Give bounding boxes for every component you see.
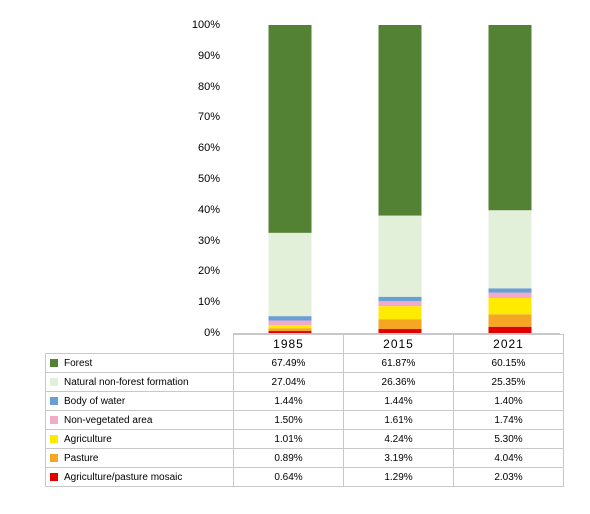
legend-swatch	[50, 358, 58, 367]
plot-area	[233, 25, 560, 334]
data-label: 5.30%	[453, 429, 564, 449]
bar-segment	[488, 314, 532, 327]
bar-segment	[268, 331, 312, 333]
y-tick-label: 50%	[197, 173, 220, 185]
x-tick-label: 2021	[453, 334, 564, 354]
table-row: Agriculture/pasture mosaic 0.64% 1.29% 2.03…	[45, 467, 564, 487]
data-label: 1.44%	[233, 391, 344, 411]
table-row: Non-vegetated area 1.50% 1.61% 1.74%	[45, 410, 564, 430]
legend-label: Agriculture/pasture mosaic	[64, 471, 183, 483]
data-label: 4.04%	[453, 448, 564, 468]
table-row: Body of water 1.44% 1.44% 1.40%	[45, 391, 564, 411]
legend-swatch	[50, 472, 58, 481]
x-tick-label: 2015	[343, 334, 454, 354]
data-label: 26.36%	[343, 372, 454, 392]
table-row: Agriculture 1.01% 4.24% 5.30%	[45, 429, 564, 449]
data-table: 1985 2015 2021 Forest 67.49% 61.87% 60.15% Natu…	[45, 334, 564, 487]
data-label: 1.44%	[343, 391, 454, 411]
y-tick-label: 60%	[197, 142, 220, 155]
data-label: 1.01%	[233, 429, 344, 449]
bar-segment	[378, 329, 422, 333]
table-corner-cell	[45, 334, 234, 354]
legend-swatch	[50, 377, 58, 386]
table-row: Pasture 0.89% 3.19% 4.04%	[45, 448, 564, 468]
data-label: 0.64%	[233, 467, 344, 487]
bar-segment	[268, 316, 312, 321]
data-label: 25.35%	[453, 372, 564, 392]
data-label: 27.04%	[233, 372, 344, 392]
bar-segment	[378, 215, 422, 297]
data-label: 1.74%	[453, 410, 564, 430]
data-label: 1.61%	[343, 410, 454, 430]
data-label: 3.19%	[343, 448, 454, 468]
data-label: 1.29%	[343, 467, 454, 487]
bar-segment	[268, 232, 312, 317]
legend-entry: Agriculture	[45, 429, 234, 449]
bar-segment	[378, 296, 422, 302]
legend-entry: Non-vegetated area	[45, 410, 234, 430]
y-tick-label: 100%	[191, 19, 220, 31]
bar-segment	[268, 328, 312, 332]
data-label: 2.03%	[453, 467, 564, 487]
bar-segment	[268, 25, 312, 233]
legend-swatch	[50, 396, 58, 405]
data-label: 67.49%	[233, 353, 344, 373]
data-label: 1.50%	[233, 410, 344, 430]
table-row: Natural non-forest formation 27.04% 26.36%…	[45, 372, 564, 392]
bar-segment	[488, 297, 532, 315]
bar-segment	[488, 210, 532, 289]
bar-segment	[488, 25, 532, 211]
bar-segment	[488, 292, 532, 298]
x-tick-label: 1985	[233, 334, 344, 354]
data-label: 60.15%	[453, 353, 564, 373]
y-tick-label: 30%	[197, 234, 220, 247]
data-label: 0.89%	[233, 448, 344, 468]
legend-entry: Agriculture/pasture mosaic	[45, 467, 234, 487]
bar-segment	[378, 306, 422, 320]
bar-segment	[488, 326, 532, 333]
legend-entry: Body of water	[45, 391, 234, 411]
y-tick-label: 40%	[197, 203, 220, 216]
data-label: 61.87%	[343, 353, 454, 373]
bar-segment	[378, 301, 422, 307]
legend-label: Non-vegetated area	[64, 414, 153, 426]
legend-swatch	[50, 434, 58, 443]
data-label: 4.24%	[343, 429, 454, 449]
legend-label: Body of water	[64, 395, 126, 407]
legend-entry: Natural non-forest formation	[45, 372, 234, 392]
table-row: Forest 67.49% 61.87% 60.15%	[45, 353, 564, 373]
legend-swatch	[50, 415, 58, 424]
bar-segment	[488, 288, 532, 293]
legend-label: Pasture	[64, 452, 99, 464]
legend-entry: Forest	[45, 353, 234, 373]
y-tick-label: 10%	[197, 296, 220, 309]
y-tick-label: 20%	[197, 265, 220, 278]
legend-label: Forest	[64, 357, 93, 369]
y-tick-label: 90%	[197, 49, 220, 62]
table-header-row: 1985 2015 2021	[45, 334, 564, 354]
data-label: 1.40%	[453, 391, 564, 411]
y-tick-label: 80%	[197, 80, 220, 93]
legend-swatch	[50, 453, 58, 462]
bar-segment	[378, 319, 422, 330]
legend-label: Natural non-forest formation	[64, 376, 189, 388]
bar-segment	[268, 320, 312, 326]
legend-entry: Pasture	[45, 448, 234, 468]
legend-label: Agriculture	[64, 433, 112, 445]
y-tick-label: 70%	[197, 111, 220, 124]
bar-segment	[378, 25, 422, 216]
bar-segment	[268, 325, 312, 329]
